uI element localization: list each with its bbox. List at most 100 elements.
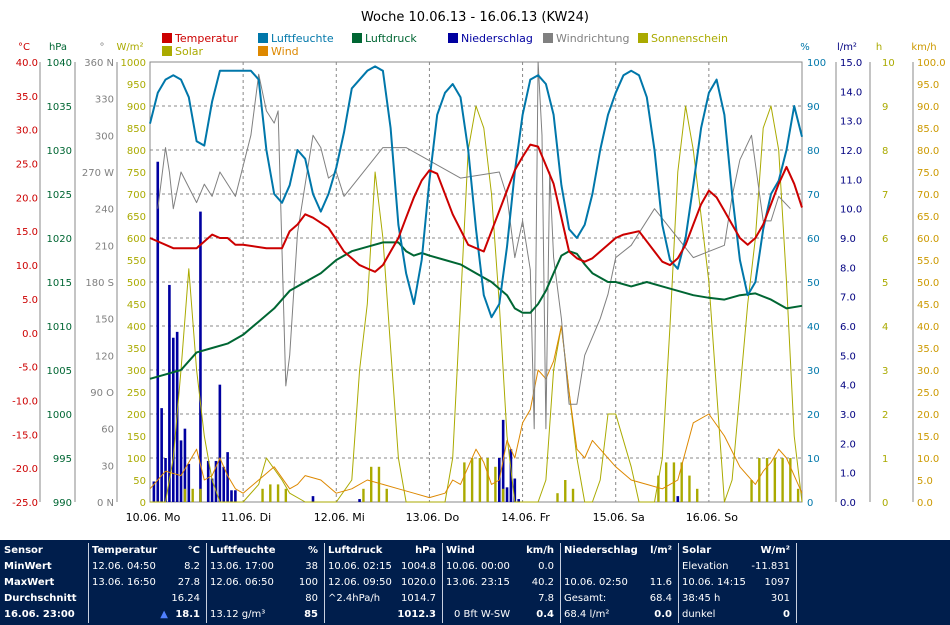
rain-current-value: 0.0: [654, 609, 672, 620]
row-label-avg: Durchschnitt: [4, 593, 77, 604]
x-axis-labels: 10.06. Mo 11.06. Di 12.06. Mi 13.06. Do 14.0…: [126, 511, 739, 524]
rain-bar: [214, 460, 218, 502]
chart-axes: °C40.035.030.025.020.015.010.05.00.0-5.0…: [12, 42, 946, 509]
wind-avg-value: 7.8: [538, 593, 554, 604]
tick-label-wind: 10.0: [917, 454, 939, 465]
sunshine-bar: [564, 480, 567, 502]
tick-label-solar: 50: [133, 476, 146, 487]
legend-label: Niederschlag: [461, 32, 533, 45]
tick-label-solar: 450: [127, 300, 146, 311]
press-trend: ^2.4hPa/h: [328, 593, 381, 604]
tick-label-temp: 30.0: [16, 126, 38, 137]
rain-bar: [218, 384, 222, 502]
temp-title: Temperatur: [92, 545, 158, 556]
tick-label-dir: 330: [95, 95, 114, 106]
tick-label-solar: 1000: [121, 58, 146, 69]
tick-label-dir: 30: [101, 461, 114, 472]
tick-label-dir: 270 W: [82, 168, 114, 179]
tick-label-temp: 35.0: [16, 92, 38, 103]
rain-bar: [210, 478, 214, 502]
tick-label-wind: 40.0: [917, 322, 939, 333]
rain-bar: [199, 211, 202, 502]
rain-bar: [676, 496, 680, 502]
tick-label-sun: 5: [882, 278, 888, 289]
tick-label-press: 1015: [47, 278, 72, 289]
solar-max-value: 1097: [764, 577, 790, 588]
tick-label-hum: 50: [807, 278, 820, 289]
tick-label-sun: 10: [882, 58, 895, 69]
tick-label-rain: 10.0: [840, 205, 862, 216]
series-wind: [149, 325, 803, 499]
tick-label-sun: 3: [882, 366, 888, 377]
hum-title: Luftfeuchte: [210, 545, 276, 556]
legend-swatch: [543, 33, 553, 43]
legend-swatch: [258, 46, 268, 56]
press-min-value: 1004.8: [401, 561, 436, 572]
tick-label-hum: 20: [807, 410, 820, 421]
hum-min-time: 13.06. 17:00: [210, 561, 274, 572]
chart-grid: [150, 62, 802, 502]
rain-bar: [226, 452, 229, 502]
tick-label-sun: 4: [882, 322, 888, 333]
rain-max-value: 11.6: [649, 577, 672, 588]
legend-label: Luftfeuchte: [271, 32, 334, 45]
axis-unit-press: hPa: [49, 42, 67, 53]
press-max-value: 1020.0: [401, 577, 436, 588]
rain-max-time: 10.06. 02:50: [564, 577, 628, 588]
temp-max-value: 27.8: [177, 577, 200, 588]
tick-label-rain: 0.0: [840, 498, 856, 509]
tick-label-press: 1035: [47, 102, 72, 113]
legend-swatch: [162, 46, 172, 56]
tick-label-dir: 0 N: [97, 498, 114, 509]
tick-label-solar: 300: [127, 366, 146, 377]
tick-label-temp: -25.0: [12, 498, 38, 509]
tick-label-hum: 70: [807, 190, 820, 201]
tick-label-solar: 850: [127, 124, 146, 135]
stats-temperature: Temperatur °C 12.06. 04:50 8.2 13.06. 16:5…: [92, 543, 204, 623]
solar-sun-value: 301: [770, 593, 790, 604]
stats-humidity: Luftfeuchte% 13.06. 17:00 38 12.06. 06:50…: [210, 543, 322, 623]
temp-min-time: 12.06. 04:50: [92, 561, 156, 572]
tick-label-wind: 85.0: [917, 124, 939, 135]
tick-label-solar: 500: [127, 278, 146, 289]
sunshine-bar: [796, 488, 800, 502]
press-max-time: 12.06. 09:50: [328, 577, 392, 588]
tick-label-wind: 70.0: [917, 190, 939, 201]
tick-label-wind: 100.0: [917, 58, 946, 69]
wind-current-value: 0.4: [536, 609, 554, 620]
tick-label-dir: 60: [101, 425, 114, 436]
legend-label: Sonnenschein: [651, 32, 728, 45]
tick-label-dir: 300: [95, 131, 114, 142]
sunshine-bar: [781, 458, 784, 502]
sunshine-bar: [276, 484, 280, 502]
legend-label: Solar: [175, 45, 204, 58]
sunshine-bar: [556, 493, 559, 502]
legend-swatch: [162, 33, 172, 43]
tick-label-rain: 11.0: [840, 175, 862, 186]
solar-current-value: 0: [783, 609, 790, 620]
sunshine-bar: [269, 484, 272, 502]
tick-label-wind: 45.0: [917, 300, 939, 311]
solar-state: dunkel: [682, 609, 716, 620]
tick-label-hum: 10: [807, 454, 820, 465]
tick-label-solar: 550: [127, 256, 146, 267]
tick-label-hum: 0: [807, 498, 813, 509]
tick-label-temp: 40.0: [16, 58, 38, 69]
tick-label-sun: 0: [882, 498, 888, 509]
tick-label-temp: -20.0: [12, 464, 38, 475]
tick-label-rain: 12.0: [840, 146, 862, 157]
press-min-time: 10.06. 02:15: [328, 561, 392, 572]
tick-label-solar: 700: [127, 190, 146, 201]
legend-swatch: [352, 33, 362, 43]
tick-label-sun: 7: [882, 190, 888, 201]
sunshine-bar: [789, 458, 792, 502]
tick-label-hum: 80: [807, 146, 820, 157]
sunshine-bar: [750, 480, 753, 502]
series-luftdruck: [149, 241, 803, 380]
x-tick-label: 11.06. Di: [221, 511, 271, 524]
sunshine-bar: [501, 488, 505, 502]
temp-max-time: 13.06. 16:50: [92, 577, 156, 588]
temp-unit: °C: [187, 545, 200, 556]
temp-current-value: 18.1: [175, 609, 200, 620]
sunshine-bar: [680, 462, 683, 502]
